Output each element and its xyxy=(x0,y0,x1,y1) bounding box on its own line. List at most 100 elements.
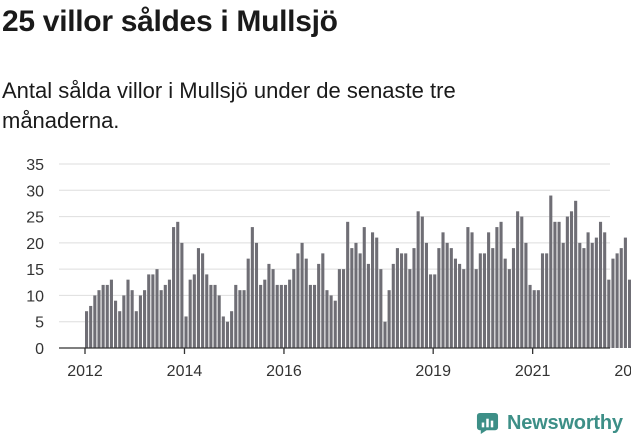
bar xyxy=(433,274,437,348)
bar xyxy=(400,253,404,348)
bar xyxy=(97,290,101,348)
bar xyxy=(333,300,337,348)
bar xyxy=(225,321,230,348)
bar xyxy=(275,284,279,348)
y-tick-label: 0 xyxy=(35,341,44,358)
bar xyxy=(607,279,611,348)
bar xyxy=(379,269,383,348)
bar xyxy=(143,290,147,348)
bar xyxy=(159,290,163,348)
bar xyxy=(449,248,453,348)
bar xyxy=(590,242,594,348)
bar xyxy=(524,242,528,348)
bar xyxy=(420,216,424,348)
x-tick-label: 2016 xyxy=(266,363,302,380)
bar xyxy=(122,295,126,348)
bar xyxy=(582,248,586,348)
bar xyxy=(109,279,113,348)
bar xyxy=(429,274,433,348)
bar xyxy=(188,279,192,348)
bar xyxy=(250,227,254,348)
bar xyxy=(545,253,549,348)
bars xyxy=(85,195,631,348)
bar xyxy=(101,284,105,348)
bar xyxy=(536,290,540,348)
bar xyxy=(205,274,209,348)
bar xyxy=(569,211,574,348)
bar xyxy=(598,221,603,348)
bar xyxy=(383,321,387,348)
bar xyxy=(371,232,375,348)
bar xyxy=(540,253,545,348)
bar xyxy=(288,279,292,348)
bar xyxy=(354,242,358,348)
bar xyxy=(271,269,275,348)
bar xyxy=(441,232,445,348)
bar xyxy=(163,284,167,348)
bar xyxy=(300,242,304,348)
newsworthy-logo-icon xyxy=(476,412,499,434)
bar xyxy=(395,248,399,348)
bar xyxy=(478,253,482,348)
chart-title: 25 villor såldes i Mullsjö xyxy=(2,5,338,38)
bar xyxy=(507,269,511,348)
bar xyxy=(176,221,180,348)
bar xyxy=(532,290,536,348)
x-tick-label: 2019 xyxy=(415,363,451,380)
y-tick-label: 10 xyxy=(26,288,44,305)
bar xyxy=(209,284,213,348)
bar xyxy=(292,269,296,348)
bar xyxy=(549,195,553,348)
bar xyxy=(89,305,93,348)
bar xyxy=(574,200,578,348)
bar xyxy=(387,290,391,348)
bar xyxy=(126,279,130,348)
bar xyxy=(213,284,217,348)
bar xyxy=(346,221,350,348)
bar xyxy=(312,284,317,348)
bar xyxy=(296,253,300,348)
bar xyxy=(362,227,366,348)
bar xyxy=(565,216,569,348)
bar xyxy=(329,295,333,348)
x-tick-label: 2021 xyxy=(515,363,551,380)
bar xyxy=(234,284,238,348)
bar xyxy=(321,253,325,348)
bar xyxy=(85,311,89,348)
bar xyxy=(516,211,520,348)
y-tick-label: 25 xyxy=(26,210,44,227)
bar xyxy=(424,242,428,348)
bar xyxy=(155,269,159,348)
bar xyxy=(445,242,449,348)
bar xyxy=(350,248,354,348)
x-tick-label: 2012 xyxy=(67,363,103,380)
bar xyxy=(184,316,188,348)
bar xyxy=(453,258,457,348)
bar xyxy=(619,248,623,348)
bar xyxy=(217,295,221,348)
y-tick-label: 5 xyxy=(35,315,44,332)
bar xyxy=(578,242,582,348)
bar xyxy=(412,248,416,348)
bar xyxy=(408,269,412,348)
bar xyxy=(611,258,615,348)
bar xyxy=(254,242,259,348)
bar xyxy=(308,284,312,348)
newsworthy-brand[interactable]: Newsworthy xyxy=(476,409,623,437)
bar xyxy=(192,274,196,348)
bar xyxy=(238,290,242,348)
bar xyxy=(246,258,250,348)
brand-name: Newsworthy xyxy=(507,411,623,434)
bar xyxy=(317,263,321,348)
bar xyxy=(416,211,420,348)
bar xyxy=(553,221,557,348)
y-tick-label: 30 xyxy=(26,183,44,200)
bar xyxy=(337,269,341,348)
bar xyxy=(391,263,395,348)
bar xyxy=(474,269,478,348)
bar xyxy=(130,290,134,348)
bar xyxy=(482,253,487,348)
bar xyxy=(404,253,408,348)
chart-subtitle: Antal sålda villor i Mullsjö under de se… xyxy=(2,78,456,133)
y-tick-label: 20 xyxy=(26,236,44,253)
